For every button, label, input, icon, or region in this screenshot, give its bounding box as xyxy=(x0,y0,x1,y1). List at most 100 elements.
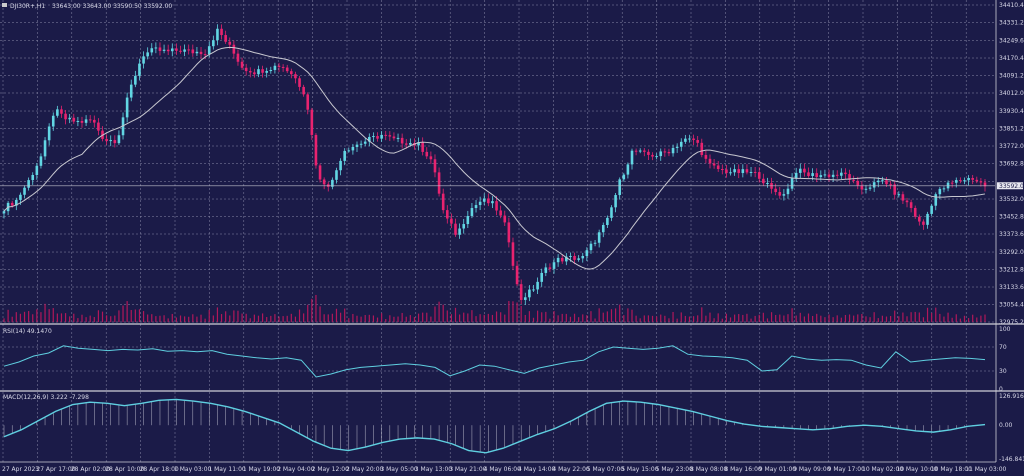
time-tick-label: 8 May 16:00 xyxy=(724,466,762,473)
bull-candle xyxy=(671,147,675,154)
volume-bar xyxy=(495,311,498,322)
bear-candle xyxy=(10,202,14,206)
bull-candle xyxy=(930,205,933,214)
volume-bar xyxy=(352,313,354,322)
rsi-line xyxy=(3,345,986,378)
volume-bar xyxy=(151,314,153,322)
bear-candle xyxy=(716,165,720,170)
bear-candle xyxy=(778,192,782,196)
bear-candle xyxy=(692,138,695,141)
volume-bar xyxy=(738,314,740,322)
volume-bar xyxy=(446,310,448,322)
volume-bar xyxy=(422,312,424,322)
volume-bar xyxy=(426,312,428,322)
bull-candle xyxy=(593,242,597,244)
bull-candle xyxy=(540,272,544,282)
volume-bar xyxy=(479,314,481,322)
bull-candle xyxy=(409,142,412,145)
bear-candle xyxy=(519,284,523,300)
price-tick-label: 33532.00 xyxy=(999,196,1024,203)
volume-bar xyxy=(701,307,703,322)
bull-candle xyxy=(864,188,868,190)
volume-bar xyxy=(434,306,436,322)
bear-candle xyxy=(392,136,396,139)
bear-candle xyxy=(64,113,67,120)
bear-candle xyxy=(285,67,289,72)
volume-bar xyxy=(147,314,149,322)
time-tick-label: 28 Apr 10:00 xyxy=(105,466,144,473)
collapse-icon[interactable] xyxy=(2,3,7,7)
volume-bar xyxy=(729,317,732,322)
volume-bar xyxy=(775,315,777,322)
bull-candle xyxy=(675,146,679,148)
bull-candle xyxy=(954,180,958,183)
volume-bar xyxy=(881,315,883,322)
time-tick-label: 4 May 14:00 xyxy=(518,466,556,473)
volume-bar xyxy=(799,312,801,322)
current-price-label: 33592.00 xyxy=(999,183,1024,190)
volume-bar xyxy=(319,306,321,322)
bull-candle xyxy=(142,56,145,64)
bear-candle xyxy=(421,142,424,152)
time-tick-label: 2 May 04:00 xyxy=(277,466,315,473)
volume-bar xyxy=(179,315,182,322)
volume-bar xyxy=(200,314,202,322)
volume-bar xyxy=(368,314,370,322)
volume-bar xyxy=(697,315,699,322)
time-tick-label: 2 May 12:00 xyxy=(312,466,350,473)
price-tick-label: 33292.00 xyxy=(999,249,1024,256)
time-tick-label: 9 May 09:00 xyxy=(793,466,831,473)
bear-candle xyxy=(893,184,896,195)
bull-candle xyxy=(523,297,527,300)
bull-candle xyxy=(589,243,593,251)
bear-candle xyxy=(454,223,457,235)
volume-bar xyxy=(532,317,535,322)
bull-candle xyxy=(688,138,691,140)
volume-bar xyxy=(282,316,284,322)
rsi-panel xyxy=(3,345,986,378)
volume-bar xyxy=(853,315,855,322)
bear-candle xyxy=(745,169,749,173)
volume-bar xyxy=(844,314,847,322)
volume-bar xyxy=(812,315,814,322)
bull-candle xyxy=(27,180,30,188)
volume-bar xyxy=(459,314,461,322)
bull-candle xyxy=(396,137,400,139)
bear-candle xyxy=(404,143,408,145)
volume-bar xyxy=(947,312,949,322)
bull-candle xyxy=(963,180,966,182)
volume-bar xyxy=(184,316,186,322)
time-tick-label: 4 May 22:00 xyxy=(552,466,590,473)
volume-bar xyxy=(541,312,543,322)
bear-candle xyxy=(445,210,449,219)
bear-candle xyxy=(725,169,728,173)
bear-candle xyxy=(835,174,839,176)
volume-bar xyxy=(85,317,87,322)
volume-bar xyxy=(504,314,506,322)
bull-candle xyxy=(212,40,215,47)
bear-candle xyxy=(253,72,256,75)
volume-bar xyxy=(36,309,38,322)
bear-candle xyxy=(950,182,954,184)
bear-candle xyxy=(306,94,310,110)
bull-candle xyxy=(868,187,872,189)
price-tick-label: 33772.00 xyxy=(999,143,1024,150)
time-tick-label: 1 May 11:00 xyxy=(208,466,246,473)
bull-candle xyxy=(569,255,572,257)
bear-candle xyxy=(573,255,576,260)
bear-candle xyxy=(166,49,170,52)
bull-candle xyxy=(466,215,470,225)
bull-candle xyxy=(170,48,174,52)
volume-bar xyxy=(56,313,58,322)
volume-bar xyxy=(549,318,551,322)
bull-candle xyxy=(938,188,942,195)
bear-candle xyxy=(450,218,453,224)
bull-candle xyxy=(819,175,823,178)
volume-bar xyxy=(742,314,744,322)
price-tick-label: 32975.20 xyxy=(999,319,1024,326)
volume-bar xyxy=(97,310,100,322)
bull-candle xyxy=(876,180,880,183)
volume-bar xyxy=(397,316,399,322)
